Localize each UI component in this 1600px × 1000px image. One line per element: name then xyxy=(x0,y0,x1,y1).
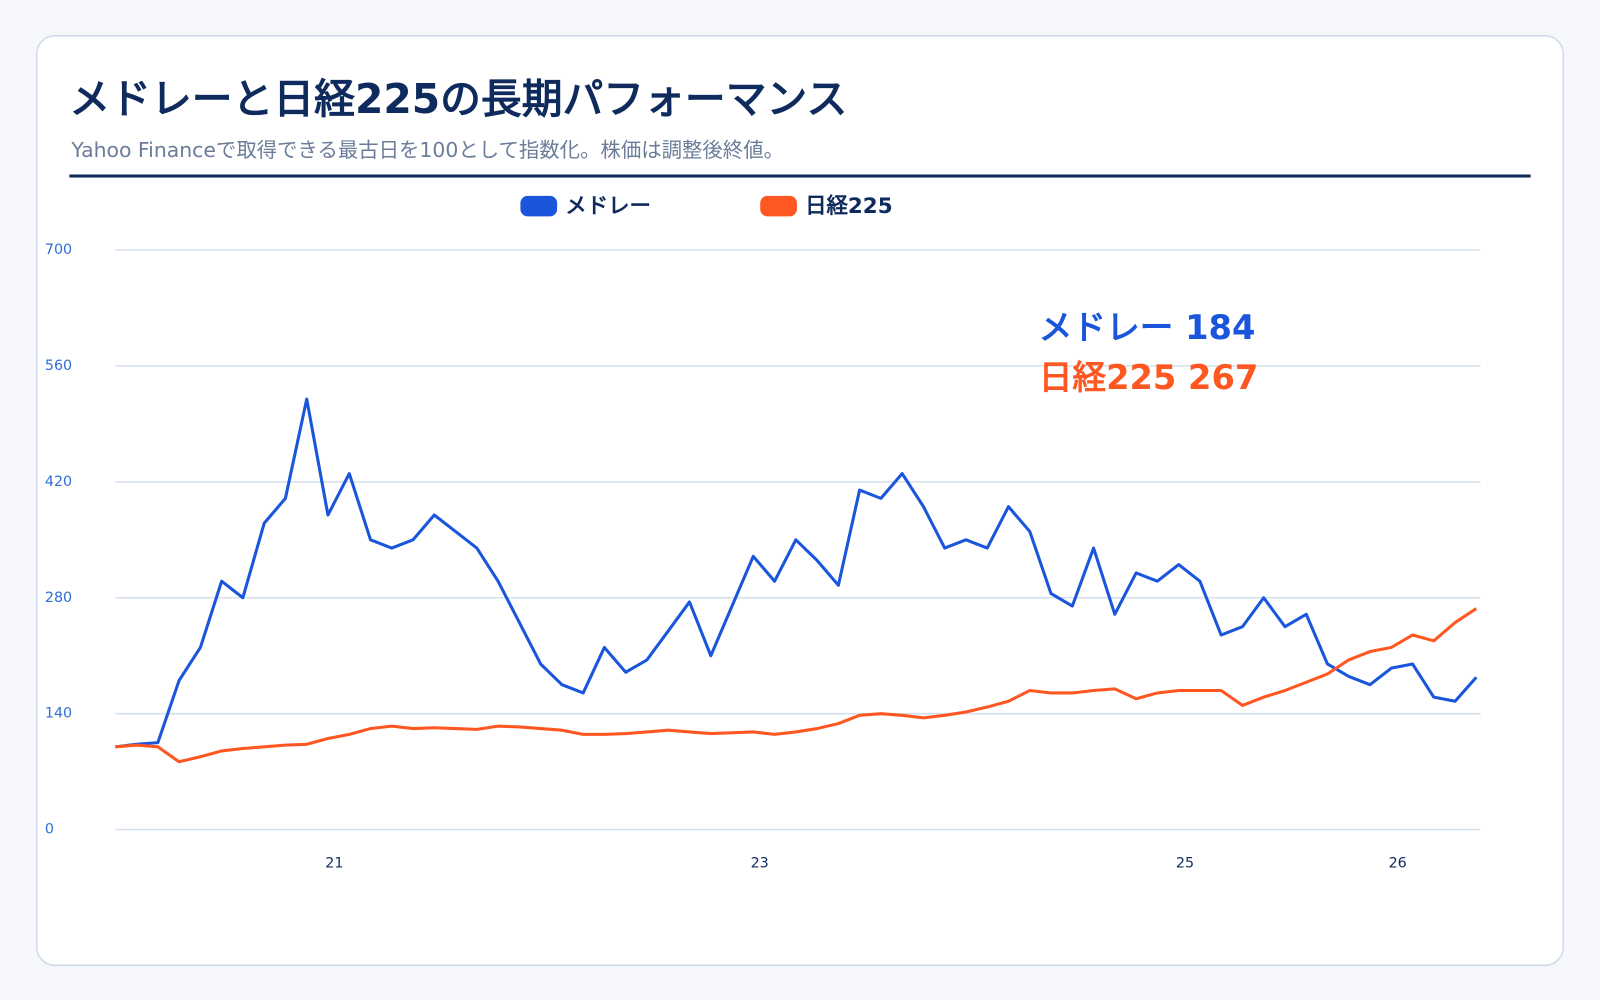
y-tick-label: 700 xyxy=(45,242,72,258)
title-rule xyxy=(69,174,1531,178)
chart-subtitle: Yahoo Financeで取得できる最古日を100として指数化。株価は調整後終… xyxy=(70,138,784,162)
y-tick-label: 0 xyxy=(45,822,54,838)
legend-label: 日経225 xyxy=(805,193,893,219)
y-tick-label: 560 xyxy=(45,358,72,374)
chart-title: メドレーと日経225の長期パフォーマンス xyxy=(69,75,847,123)
series-line xyxy=(115,607,1478,764)
legend-label: メドレー xyxy=(565,194,651,219)
annotation: メドレー 184 xyxy=(1039,308,1256,347)
y-tick-label: 280 xyxy=(45,590,72,606)
legend-swatch xyxy=(760,195,797,217)
x-tick-label: 25 xyxy=(1176,855,1194,871)
y-tick-label: 140 xyxy=(45,706,72,722)
x-tick-label: 21 xyxy=(325,855,343,871)
series-line xyxy=(115,397,1478,749)
x-tick-label: 23 xyxy=(751,855,769,871)
card xyxy=(35,34,1565,967)
x-tick-label: 26 xyxy=(1389,855,1407,871)
y-tick-label: 420 xyxy=(45,474,72,490)
legend-swatch xyxy=(520,195,558,217)
annotation: 日経225 267 xyxy=(1039,358,1259,397)
